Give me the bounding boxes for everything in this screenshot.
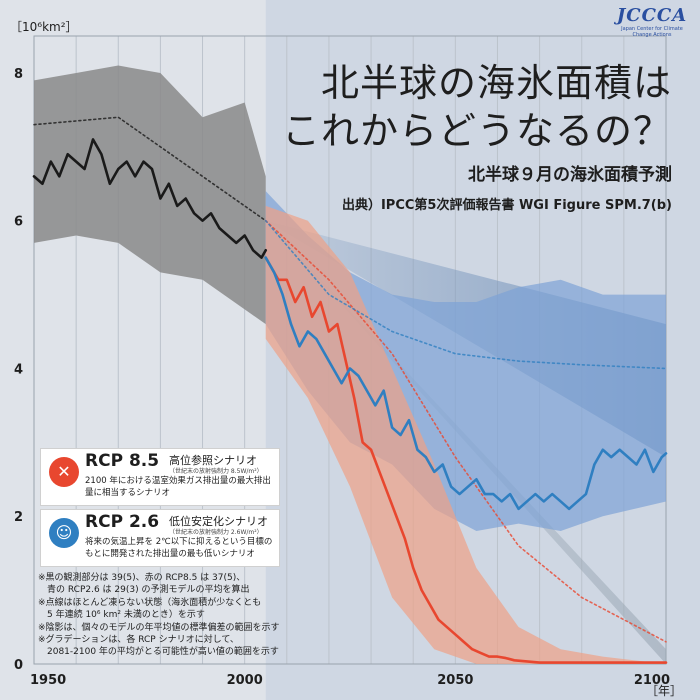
title-line-2: これからどうなるの？ [281, 109, 672, 153]
x-tick-label: 2000 [227, 673, 263, 688]
x-tick-label: 2050 [437, 673, 473, 688]
y-tick-label: 6 [14, 215, 23, 230]
logo-subtitle: Japan Center for Climate Change Actions [621, 26, 683, 38]
footnote: 青の RCP2.6 は 29(3) の予測モデルの平均を算出 [38, 585, 250, 596]
y-axis-unit: ［10⁶km²］ [10, 20, 78, 34]
legend-rcp26-scenario: 低位安定化シナリオ [169, 515, 268, 528]
footnote: ※黒の観測部分は 39(5)、赤の RCP8.5 は 37(5)、 [38, 573, 246, 583]
jccca-logo: JCCCA Japan Center for Climate Change Ac… [612, 5, 692, 39]
series-line-rcp-8-5 [264, 256, 668, 664]
y-tick-label: 0 [14, 658, 23, 673]
footnote: ※陰影は、個々のモデルの年平均値の標準偏差の範囲を示す [38, 622, 280, 633]
footnote: ※グラデーションは、各 RCP シナリオに対して、 [38, 635, 239, 646]
legend-card-rcp26: ☺ RCP 2.6 低位安定化シナリオ （世紀末の放射強制力 2.6W/m²） … [40, 509, 280, 567]
legend-rcp85-scenario: 高位参照シナリオ [169, 454, 257, 467]
series-line-historical-model-mean [33, 116, 267, 222]
legend-rcp85-name: RCP 8.5 [85, 451, 160, 471]
series-line-rcp-2-6-model-mean [264, 219, 667, 370]
logo-mark: JCCCA [616, 5, 688, 26]
x-tick-label: 2100 [634, 673, 670, 688]
title-line-1: 北半球の海氷面積は [320, 61, 672, 105]
historical-std-band [34, 65, 266, 325]
grimace-face-icon: ✕ [49, 457, 79, 487]
series-line-rcp-2-6 [264, 256, 668, 511]
legend-rcp85-description: 2100 年における温室効果ガス排出量の最大排出量に相当するシナリオ [85, 476, 271, 498]
legend-rcp26-description: 将来の気温上昇を 2℃以下に抑えるという目標のもとに開発された排出量の最も低いシ… [85, 537, 273, 559]
legend-card-rcp85: ✕ RCP 8.5 高位参照シナリオ （世紀末の放射強制力 8.5W/m²） 2… [40, 448, 280, 506]
series-line-historical [32, 138, 268, 259]
legend-rcp26-forcing: （世紀末の放射強制力 2.6W/m²） [169, 529, 263, 536]
footnote: 2081-2100 年の平均がとる可能性が高い値の範囲を示す [38, 647, 279, 658]
footnote: 5 年連続 10⁶ km² 未満のとき）を示す [38, 610, 205, 621]
footnotes: ※黒の観測部分は 39(5)、赤の RCP8.5 は 37(5)、 青の RCP… [38, 572, 338, 659]
series-line-rcp-8-5-model-mean [264, 219, 667, 643]
chart-subtitle: 北半球９月の海氷面積予測 [468, 165, 672, 185]
legend-rcp26-name: RCP 2.6 [85, 512, 160, 532]
x-axis-unit: ［年］ [646, 684, 683, 698]
source-citation: 出典）IPCC第5次評価報告書 WGI Figure SPM.7(b) [341, 198, 672, 213]
footnote: ※点線はほとんど凍らない状態（海氷面積が少なくとも [38, 597, 262, 608]
rcp85-std-band [265, 205, 666, 664]
smile-face-icon: ☺ [49, 518, 79, 548]
y-tick-label: 2 [14, 510, 23, 525]
y-tick-label: 8 [14, 67, 23, 82]
y-tick-label: 4 [14, 362, 23, 377]
legend-rcp85-forcing: （世紀末の放射強制力 8.5W/m²） [169, 468, 263, 475]
x-tick-label: 1950 [30, 673, 66, 688]
